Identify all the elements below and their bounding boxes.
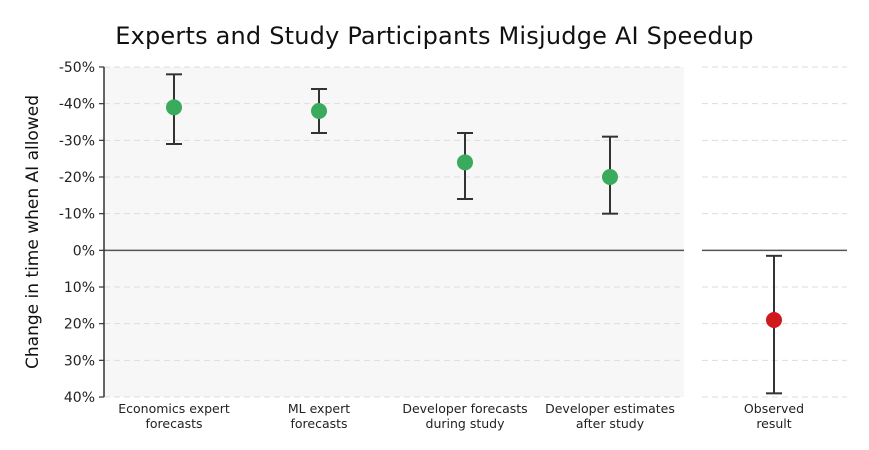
- category-label: after study: [576, 416, 645, 431]
- y-tick-label: -50%: [59, 60, 95, 76]
- category-label: Developer forecasts: [402, 401, 527, 416]
- y-tick-label: -20%: [59, 170, 95, 186]
- y-tick-label: 0%: [73, 243, 95, 259]
- y-tick-label: -30%: [59, 133, 95, 149]
- forecasts-panel-background: [104, 67, 684, 397]
- chart-title: Experts and Study Participants Misjudge …: [115, 22, 754, 50]
- y-tick-label: -40%: [59, 97, 95, 113]
- y-tick-label: -10%: [59, 207, 95, 223]
- y-tick-label: 20%: [64, 317, 95, 333]
- category-label: Observed: [744, 401, 804, 416]
- category-label: forecasts: [290, 416, 347, 431]
- data-point: [457, 154, 473, 171]
- data-point: [311, 103, 327, 119]
- data-point: [602, 169, 618, 185]
- data-point: [166, 99, 182, 116]
- category-label: during study: [426, 416, 506, 431]
- y-tick-label: 10%: [64, 280, 95, 296]
- category-label: Economics expert: [118, 401, 230, 416]
- category-label: ML expert: [288, 401, 350, 416]
- y-tick-label: 40%: [64, 390, 95, 406]
- category-label: forecasts: [145, 416, 202, 431]
- y-tick-label: 30%: [64, 353, 95, 369]
- category-label: Developer estimates: [545, 401, 675, 416]
- data-point: [766, 312, 782, 328]
- category-label: result: [756, 416, 791, 431]
